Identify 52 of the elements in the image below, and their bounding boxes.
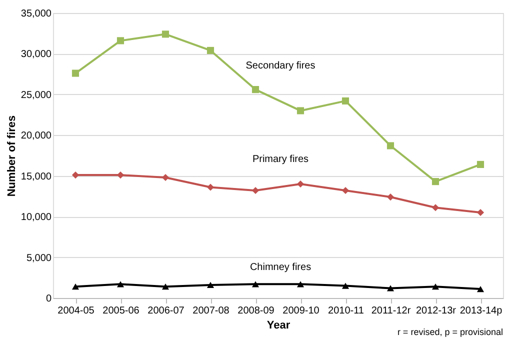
point	[476, 208, 484, 216]
point	[72, 284, 80, 290]
series-label: Chimney fires	[250, 262, 312, 274]
x-tick-label: 2006-07	[148, 306, 185, 316]
point	[206, 282, 214, 288]
point	[162, 284, 170, 290]
y-tick-label: 10,000	[20, 212, 52, 224]
point	[386, 193, 394, 201]
point	[72, 70, 80, 77]
x-tick-label: 2008-09	[238, 306, 275, 316]
y-tick-label: 30,000	[20, 49, 52, 60]
point	[162, 174, 170, 182]
y-tick-label: 25,000	[20, 90, 52, 101]
x-tick-label: 2010-11	[328, 306, 364, 316]
x-tick-label: 2005-06	[102, 306, 140, 316]
point	[432, 178, 440, 186]
point	[252, 281, 260, 288]
point	[342, 186, 350, 194]
point	[296, 180, 304, 188]
point	[116, 281, 124, 288]
point	[342, 97, 350, 104]
series-label: Secondary fires	[246, 60, 316, 72]
x-tick-label: 2012-13r	[416, 306, 457, 316]
point	[252, 86, 260, 94]
y-tick-label: 20,000	[20, 130, 52, 142]
point	[476, 160, 484, 168]
x-axis-title: Year	[266, 320, 291, 332]
point	[432, 204, 440, 212]
point	[206, 184, 214, 191]
y-tick-label: 15,000	[20, 171, 52, 182]
point	[342, 282, 350, 289]
y-tick-label: 35,000	[20, 8, 52, 20]
text: r = revised, p = provisional	[397, 327, 503, 337]
x-tick-label: 2007-08	[192, 306, 230, 316]
point	[252, 186, 260, 194]
point	[432, 284, 440, 290]
point	[206, 46, 214, 54]
x-tick-label: 2004-05	[58, 306, 95, 316]
x-tick-label: 2009-10	[282, 306, 320, 316]
x-tick-label: 2013-14p	[460, 306, 503, 316]
point	[476, 286, 484, 292]
y-axis-title: Number of fires	[6, 115, 18, 197]
point	[296, 281, 304, 288]
x-tick-label: 2011-12r	[371, 306, 412, 316]
y-tick-label: 5,000	[26, 252, 52, 264]
y-tick-label: 0	[46, 294, 52, 304]
point	[162, 30, 170, 38]
point	[116, 37, 124, 44]
point	[296, 107, 304, 114]
point	[386, 142, 394, 150]
point	[386, 285, 394, 292]
series-label: Primary fires	[252, 154, 309, 165]
